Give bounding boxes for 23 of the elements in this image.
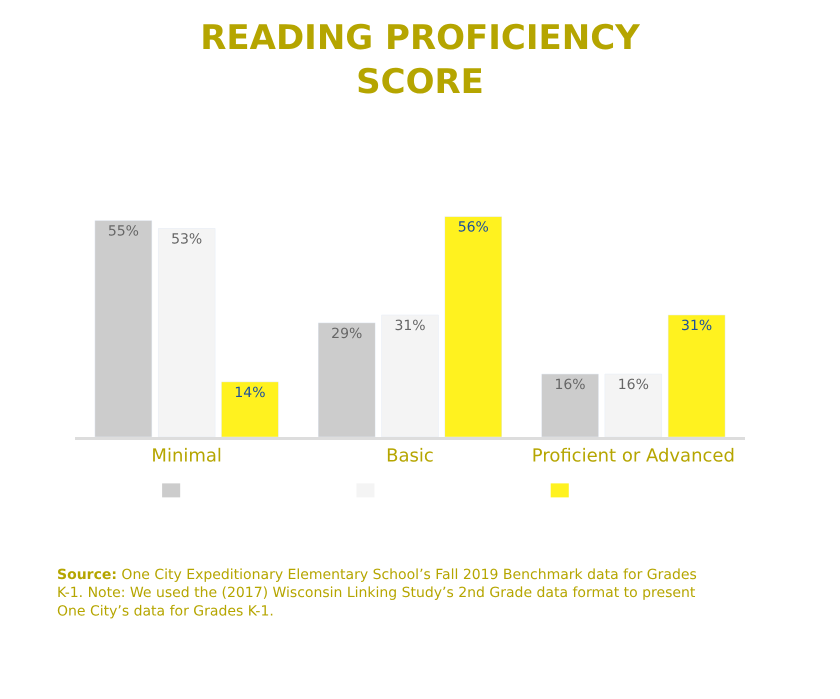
x-tick-label: Proficient or Advanced: [532, 446, 735, 467]
bar: [444, 216, 502, 437]
data-label: 31%: [394, 318, 426, 334]
bar: [604, 374, 662, 437]
x-tick-label: Basic: [386, 446, 434, 467]
data-label: 55%: [108, 224, 139, 240]
data-label: 53%: [171, 231, 202, 248]
bar: [541, 374, 599, 437]
data-label: 56%: [458, 220, 489, 236]
bar: [94, 220, 152, 437]
bar: [381, 314, 439, 437]
data-label: 31%: [681, 318, 712, 334]
data-label: 16%: [618, 377, 649, 394]
data-label: 29%: [331, 326, 362, 342]
x-tick-label: Minimal: [151, 446, 222, 467]
source-note: Source: One City Expeditionary Elementary School’s Fall 2019 Benchmark data for Grades K-1. Note: We used the (2017) Wisconsin Linking Study’s 2nd Grade data format to present One City’s data for Grades K-1.: [57, 567, 697, 620]
chart-title: READING PROFICIENCY SCORE: [200, 18, 640, 102]
bar: [668, 314, 726, 437]
data-label: 16%: [554, 377, 586, 394]
bar: [158, 228, 216, 437]
data-label: 14%: [234, 384, 266, 401]
bar: [318, 322, 376, 437]
bar: [221, 382, 279, 437]
